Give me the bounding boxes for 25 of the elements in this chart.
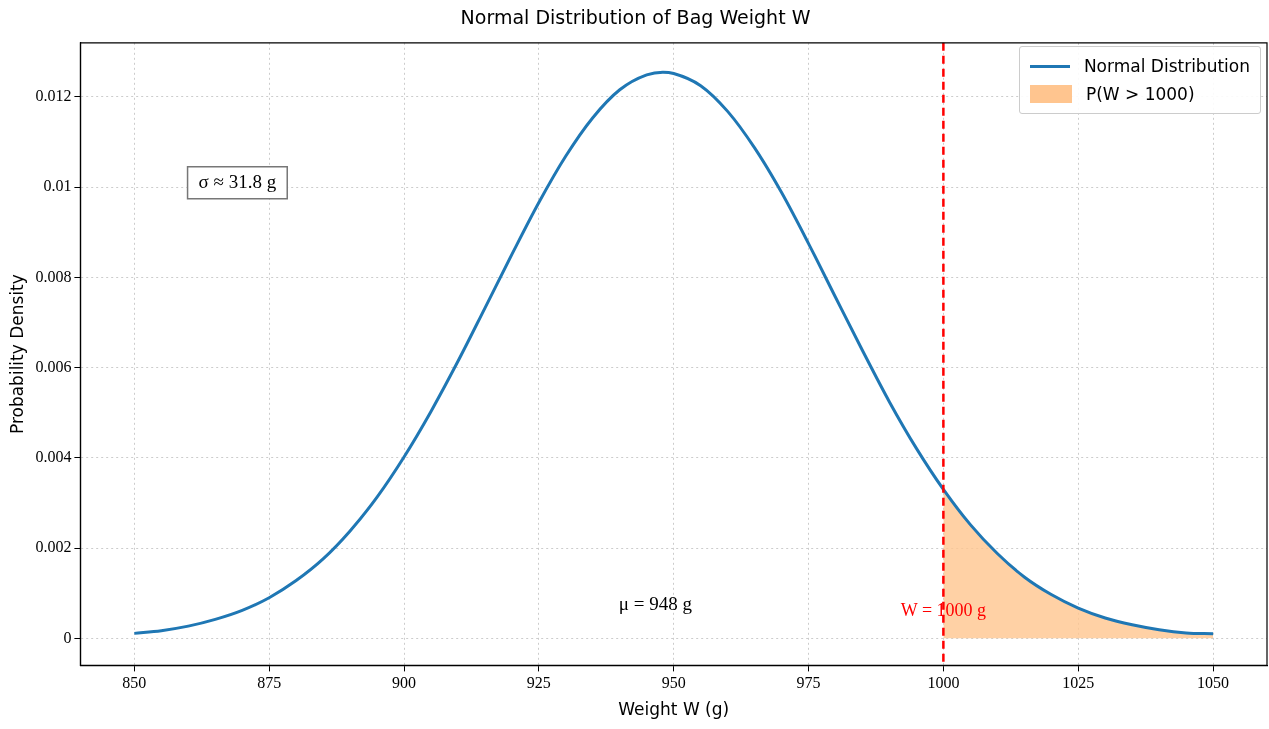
y-tick-label: 0 bbox=[63, 628, 72, 646]
x-tick-label: 875 bbox=[257, 674, 282, 692]
x-tick-label: 950 bbox=[661, 674, 686, 692]
x-tick-label: 900 bbox=[392, 674, 417, 692]
x-axis-title: Weight W (g) bbox=[618, 699, 730, 720]
y-tick-label: 0.004 bbox=[35, 448, 72, 466]
legend-label: P(W > 1000) bbox=[1085, 84, 1195, 104]
x-tick-label: 925 bbox=[526, 674, 551, 692]
annotation: μ = 948 g bbox=[618, 593, 693, 615]
x-tick-label: 975 bbox=[796, 674, 821, 692]
line-series bbox=[132, 70, 1215, 636]
x-tick-label: 1050 bbox=[1197, 674, 1230, 692]
y-tick-label: 0.006 bbox=[35, 357, 72, 375]
legend-label: Normal Distribution bbox=[1083, 56, 1250, 76]
chart-title: Normal Distribution of Bag Weight W bbox=[460, 6, 811, 29]
ref-line-label: W = 1000 g bbox=[900, 600, 987, 620]
x-tick-label: 1025 bbox=[1062, 674, 1095, 692]
y-tick-label: 0.01 bbox=[43, 177, 72, 195]
y-tick-label: 0.002 bbox=[35, 538, 72, 556]
annotation: σ ≈ 31.8 g bbox=[198, 170, 277, 192]
y-tick-label: 0.012 bbox=[35, 87, 72, 105]
x-tick-label: 850 bbox=[122, 674, 147, 692]
y-axis-title: Probability Density bbox=[6, 274, 27, 435]
y-tick-label: 0.008 bbox=[35, 267, 72, 285]
x-tick-label: 1000 bbox=[927, 674, 960, 692]
